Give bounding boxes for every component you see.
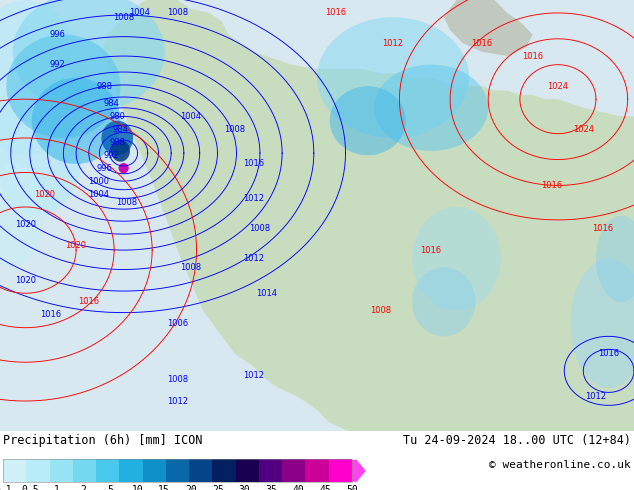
Text: 1016: 1016 — [325, 8, 347, 18]
Text: 5: 5 — [108, 485, 113, 490]
Text: 1016: 1016 — [243, 159, 264, 169]
Bar — [73, 460, 96, 482]
Polygon shape — [0, 164, 44, 268]
Text: 988: 988 — [96, 82, 113, 91]
Bar — [328, 460, 352, 482]
Text: 1000: 1000 — [87, 176, 109, 186]
Bar — [27, 460, 49, 482]
Text: 1020: 1020 — [15, 220, 36, 229]
Bar — [306, 460, 328, 482]
Text: 1020: 1020 — [15, 276, 36, 285]
Text: 1008: 1008 — [167, 8, 188, 18]
Polygon shape — [101, 0, 634, 431]
Text: 1014: 1014 — [256, 289, 277, 298]
Text: 992: 992 — [103, 151, 119, 160]
Bar — [166, 460, 189, 482]
Polygon shape — [571, 259, 634, 388]
Text: 980: 980 — [109, 112, 126, 121]
Text: 1012: 1012 — [585, 392, 607, 401]
Text: 1: 1 — [54, 485, 60, 490]
Polygon shape — [32, 77, 120, 164]
Bar — [49, 460, 73, 482]
Text: 992: 992 — [49, 60, 65, 69]
Polygon shape — [101, 121, 133, 155]
Bar — [143, 460, 166, 482]
Polygon shape — [13, 0, 165, 112]
Text: 1008: 1008 — [113, 13, 134, 22]
Text: Tu 24-09-2024 18..00 UTC (12+84): Tu 24-09-2024 18..00 UTC (12+84) — [403, 434, 631, 447]
Text: 1004: 1004 — [179, 112, 201, 121]
Text: 1016: 1016 — [522, 51, 543, 61]
Text: 1016: 1016 — [592, 224, 613, 233]
Polygon shape — [317, 17, 469, 138]
FancyArrow shape — [352, 459, 366, 483]
Bar — [3, 460, 27, 482]
Polygon shape — [330, 86, 406, 155]
Text: 2: 2 — [81, 485, 87, 490]
Text: 1012: 1012 — [167, 396, 188, 406]
Text: 1024: 1024 — [573, 125, 594, 134]
Text: 1012: 1012 — [243, 370, 264, 380]
Text: 1008: 1008 — [249, 224, 271, 233]
Text: 1008: 1008 — [179, 263, 201, 272]
Bar — [3, 460, 352, 482]
Text: 30: 30 — [239, 485, 250, 490]
Polygon shape — [374, 65, 488, 151]
Text: 0.5: 0.5 — [21, 485, 39, 490]
Text: 1016: 1016 — [598, 349, 619, 358]
Text: 996: 996 — [96, 164, 113, 172]
Text: 0.1: 0.1 — [0, 485, 12, 490]
Text: 10: 10 — [131, 485, 143, 490]
Polygon shape — [6, 34, 120, 138]
Text: Precipitation (6h) [mm] ICON: Precipitation (6h) [mm] ICON — [3, 434, 203, 447]
Text: 1016: 1016 — [78, 297, 100, 306]
Text: 1020: 1020 — [34, 190, 55, 198]
Text: © weatheronline.co.uk: © weatheronline.co.uk — [489, 460, 631, 470]
Text: 1008: 1008 — [167, 375, 188, 384]
Polygon shape — [0, 0, 82, 155]
Polygon shape — [111, 140, 130, 162]
Text: 1024: 1024 — [547, 82, 569, 91]
Text: 50: 50 — [346, 485, 358, 490]
Polygon shape — [119, 163, 129, 173]
Text: 1008: 1008 — [370, 306, 391, 315]
Bar — [119, 460, 143, 482]
Polygon shape — [412, 268, 476, 336]
Polygon shape — [0, 86, 82, 216]
Polygon shape — [444, 0, 533, 56]
Text: 984: 984 — [112, 125, 129, 134]
Text: 1016: 1016 — [471, 39, 493, 48]
Text: 1016: 1016 — [40, 310, 61, 319]
Bar — [236, 460, 259, 482]
Text: 15: 15 — [158, 485, 170, 490]
Bar — [259, 460, 282, 482]
Text: 1016: 1016 — [420, 245, 442, 255]
Text: 1020: 1020 — [65, 241, 87, 250]
Text: 1008: 1008 — [116, 198, 138, 207]
Text: 1016: 1016 — [541, 181, 562, 190]
Text: 984: 984 — [103, 99, 119, 108]
Text: 1012: 1012 — [243, 254, 264, 263]
Polygon shape — [412, 207, 501, 311]
Text: 1006: 1006 — [167, 319, 188, 328]
Text: 988: 988 — [109, 138, 126, 147]
Text: 45: 45 — [319, 485, 331, 490]
Text: 1004: 1004 — [87, 190, 109, 198]
Text: 996: 996 — [49, 30, 65, 39]
Bar — [96, 460, 119, 482]
Bar — [212, 460, 236, 482]
Bar — [282, 460, 306, 482]
Text: 1004: 1004 — [129, 8, 150, 18]
Text: 25: 25 — [212, 485, 224, 490]
Text: 40: 40 — [292, 485, 304, 490]
Text: 20: 20 — [185, 485, 197, 490]
Bar — [189, 460, 212, 482]
Text: 1012: 1012 — [382, 39, 404, 48]
Text: 1012: 1012 — [243, 194, 264, 203]
Polygon shape — [596, 216, 634, 302]
Text: 1008: 1008 — [224, 125, 245, 134]
Text: 35: 35 — [266, 485, 277, 490]
